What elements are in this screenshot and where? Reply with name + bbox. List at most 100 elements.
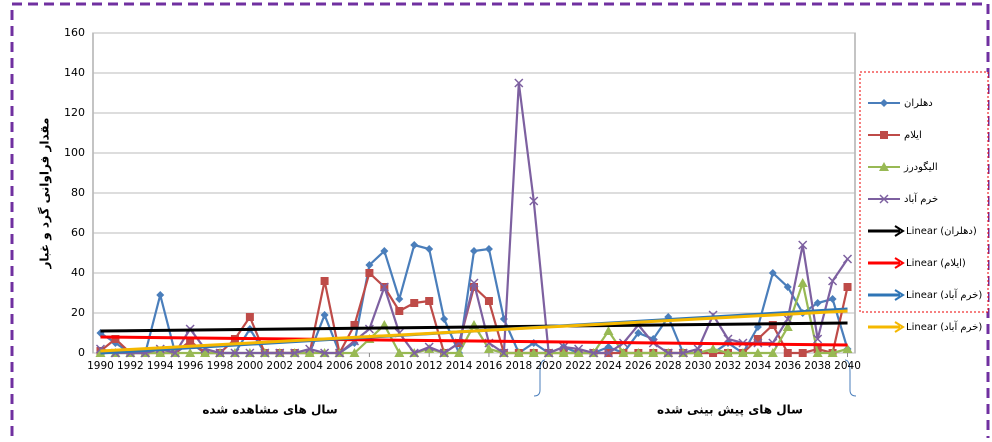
marker [813,299,822,307]
marker [200,348,211,357]
y-tick-label: 40 [71,266,85,279]
legend-label: دهلران [904,98,933,109]
marker [260,348,270,358]
marker [334,348,345,358]
marker [879,194,889,204]
marker [156,291,165,299]
marker [708,344,719,353]
marker [634,329,643,337]
marker [752,348,763,357]
x-tick-label: 2010 [386,360,413,372]
marker [186,337,195,345]
legend-label: Linear (ایلام) [906,258,966,269]
x-tick-label: 2034 [745,360,772,372]
legend-arrow [894,225,905,237]
x-tick-label: 2022 [565,360,592,372]
marker [320,277,329,285]
x-group-label: سال های مشاهده شده [202,403,337,417]
marker [618,348,629,357]
page-border [10,2,990,442]
marker [395,307,404,315]
marker [678,348,688,358]
marker [648,348,659,357]
marker [693,348,704,357]
marker [768,269,777,277]
x-tick-label: 2026 [625,360,652,372]
marker [185,348,196,357]
marker [723,348,733,357]
marker [603,326,614,335]
marker [409,348,419,358]
marker [470,247,478,255]
y-tick-label: 140 [64,66,85,79]
x-tick-label: 2008 [356,360,383,372]
legend-arrow [894,321,905,333]
trend-line [100,335,848,347]
marker [513,348,524,357]
marker [484,245,493,253]
marker [215,348,225,358]
marker [783,314,793,324]
x-tick-label: 1994 [147,360,174,372]
marker [588,348,599,358]
x-tick-label: 2002 [266,360,293,372]
marker [528,348,539,357]
y-tick-label: 100 [64,146,85,159]
x-tick-label: 1998 [207,360,234,372]
marker [349,348,360,357]
marker [275,348,285,358]
marker [350,321,359,329]
marker [797,278,808,287]
marker [245,313,254,321]
legend-label: خرم آباد [904,192,938,205]
marker [827,348,838,357]
marker [798,349,807,357]
marker [380,247,389,255]
y-tick-label: 80 [71,186,85,199]
marker [320,348,330,358]
marker [529,196,539,206]
x-tick-label: 2004 [296,360,323,372]
x-tick-label: 2012 [416,360,443,372]
x-group-label: سال های پیش بینی شده [657,403,803,417]
marker [439,348,449,358]
marker [544,348,554,358]
marker [753,335,762,343]
marker [170,348,180,358]
x-tick-label: 2014 [446,360,473,372]
marker [663,348,673,358]
marker [879,162,889,171]
legend-label: Linear (خرم آباد) [906,320,982,333]
marker [290,348,300,358]
marker [111,335,120,343]
marker [483,344,494,353]
marker [320,311,329,319]
x-tick-label: 2018 [505,360,532,372]
trend-line [100,309,848,353]
marker [880,131,888,139]
marker [633,348,644,357]
marker [559,342,569,352]
marker [469,278,479,288]
legend-arrow [894,289,905,301]
marker [440,315,449,323]
marker [305,344,315,354]
x-tick-label: 2020 [535,360,562,372]
x-tick-label: 1992 [117,360,144,372]
marker [410,299,419,307]
marker [394,348,405,357]
brace [844,359,857,397]
marker [574,344,584,354]
marker [558,348,569,357]
x-tick-label: 1996 [177,360,204,372]
marker [782,322,793,331]
marker [737,348,748,357]
marker [812,348,823,357]
legend-box [859,71,989,313]
marker [880,99,888,107]
x-tick-label: 2000 [237,360,264,372]
marker [410,241,419,249]
marker [603,348,614,358]
y-tick-label: 160 [64,26,85,39]
